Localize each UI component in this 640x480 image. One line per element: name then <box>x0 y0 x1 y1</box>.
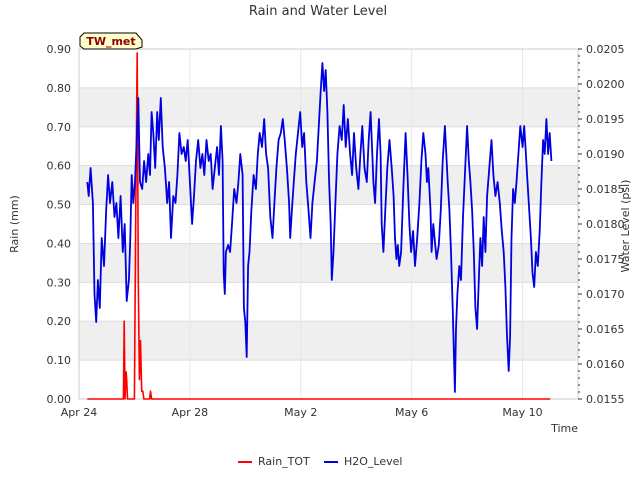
y-axis-left-label: Rain (mm) <box>8 195 21 253</box>
series-layer <box>86 52 553 400</box>
station-label-box: TW_met <box>79 32 143 50</box>
y-tick-left-5: 0.50 <box>47 199 72 212</box>
x-tick-3: May 6 <box>395 406 428 419</box>
legend-label-h2o: H2O_Level <box>344 455 402 468</box>
station-label: TW_met <box>86 35 135 48</box>
chart-title: Rain and Water Level <box>249 4 387 19</box>
y-tick-left-7: 0.70 <box>47 121 72 134</box>
x-axis-label: Time <box>550 422 578 435</box>
legend-label-rain: Rain_TOT <box>258 455 310 468</box>
y-tick-right-1: 0.0160 <box>586 358 625 371</box>
y-tick-right-4: 0.0175 <box>586 253 625 266</box>
y-tick-left-0: 0.00 <box>47 393 72 406</box>
band-3 <box>79 243 578 283</box>
y-axis-right-label: Water Level (psi) <box>619 180 632 273</box>
y-tick-left-6: 0.60 <box>47 160 72 173</box>
series-line-h2o-level <box>86 62 553 393</box>
legend: Rain_TOT H2O_Level <box>238 455 402 468</box>
x-axis-ticks: Apr 24 Apr 28 May 2 May 6 May 10 <box>61 406 543 419</box>
y-tick-right-2: 0.0165 <box>586 323 625 336</box>
left-axis-ticks: 0.00 0.10 0.20 0.30 0.40 0.50 0.60 0.70 0.80 0.90 <box>47 43 72 406</box>
y-tick-right-5: 0.0180 <box>586 218 625 231</box>
right-axis-ticks: 0.0155 0.0160 0.0165 0.0170 0.0175 0.0180 0.01… <box>578 43 625 406</box>
series-line-rain-tot <box>87 52 551 400</box>
y-tick-right-3: 0.0170 <box>586 288 625 301</box>
y-tick-right-10: 0.0205 <box>586 43 625 56</box>
station-label-background <box>79 32 143 50</box>
y-tick-right-0: 0.0155 <box>586 393 625 406</box>
x-tick-1: Apr 28 <box>172 406 209 419</box>
x-tick-2: May 2 <box>284 406 317 419</box>
y-tick-left-9: 0.90 <box>47 43 72 56</box>
x-tick-0: Apr 24 <box>61 406 98 419</box>
y-tick-left-3: 0.30 <box>47 276 72 289</box>
y-tick-left-2: 0.20 <box>47 315 72 328</box>
x-tick-4: May 10 <box>502 406 542 419</box>
y-tick-right-9: 0.0200 <box>586 78 625 91</box>
band-1 <box>79 321 578 361</box>
y-tick-left-1: 0.10 <box>47 354 72 367</box>
y-tick-left-8: 0.80 <box>47 82 72 95</box>
y-tick-right-6: 0.0185 <box>586 183 625 196</box>
y-tick-right-7: 0.0190 <box>586 148 625 161</box>
y-tick-left-4: 0.40 <box>47 237 72 250</box>
y-tick-right-8: 0.0195 <box>586 113 625 126</box>
